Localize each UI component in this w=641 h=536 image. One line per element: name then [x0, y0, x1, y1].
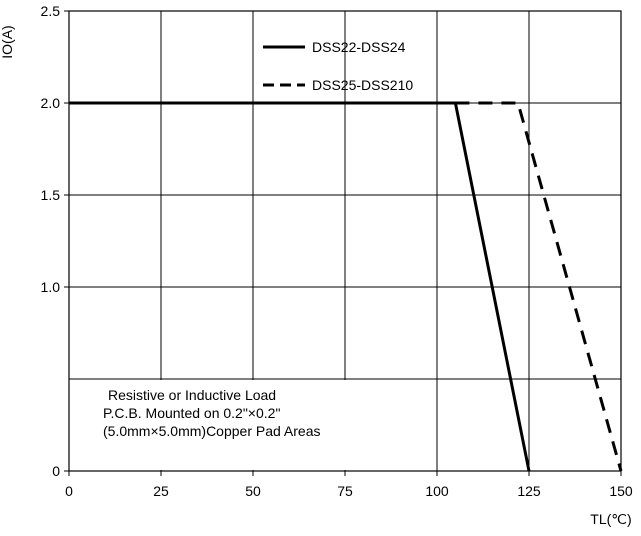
y-tick-label: 1.0 [41, 279, 61, 295]
legend: DSS22-DSS24 DSS25-DSS210 [263, 39, 413, 93]
x-tick-label: 125 [517, 483, 541, 499]
y-axis-title: IO(A) [0, 25, 15, 58]
x-tick-label: 50 [245, 483, 261, 499]
x-tick-label: 75 [337, 483, 353, 499]
y-tick-label: 2.5 [41, 3, 61, 19]
annotation-background [70, 380, 346, 470]
y-tick-label: 1.5 [41, 187, 61, 203]
x-tick-label: 100 [425, 483, 449, 499]
annotation-line: (5.0mm×5.0mm)Copper Pad Areas [103, 423, 320, 439]
x-tick-label: 0 [65, 483, 73, 499]
legend-label: DSS25-DSS210 [312, 77, 413, 93]
y-tick-label: 2.0 [41, 95, 61, 111]
annotation-line: P.C.B. Mounted on 0.2"×0.2" [103, 405, 280, 421]
x-tick-label: 25 [153, 483, 169, 499]
x-tick-label: 150 [609, 483, 633, 499]
tick-layer: 0 1.0 1.5 2.0 2.5 0 25 50 75 100 125 150 [41, 3, 633, 499]
x-axis-title: TL(℃) [590, 511, 631, 527]
y-tick-label: 0 [52, 463, 60, 479]
annotation-line: Resistive or Inductive Load [108, 387, 276, 403]
legend-label: DSS22-DSS24 [312, 39, 406, 55]
annotation-box: Resistive or Inductive Load P.C.B. Mounte… [70, 380, 346, 470]
series-layer [69, 101, 623, 472]
